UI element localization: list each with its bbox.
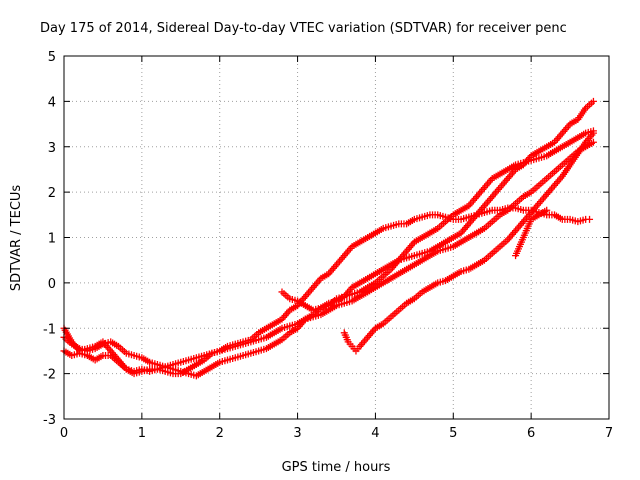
y-tick-label: 4 [48, 95, 56, 110]
grid-lines [64, 56, 609, 419]
y-tick-label: -2 [43, 368, 56, 383]
x-tick-label: 7 [605, 426, 613, 441]
y-tick-label: -1 [43, 322, 56, 337]
axis-ticks: 0 1 2 3 4 5 6 7 -3 -2 -1 0 1 2 3 4 5 [43, 50, 613, 441]
x-tick-label: 6 [527, 426, 535, 441]
data-point [586, 215, 594, 223]
y-tick-label: 0 [48, 277, 56, 292]
series-track-c [60, 138, 597, 371]
series-track-e [278, 127, 597, 314]
y-tick-label: 2 [48, 186, 56, 201]
x-axis-label: GPS time / hours [282, 460, 391, 475]
y-tick-label: 5 [48, 50, 56, 65]
data-point [543, 206, 551, 214]
series-track-d [340, 129, 597, 355]
x-tick-label: 1 [138, 426, 146, 441]
data-point [589, 127, 597, 135]
x-tick-label: 5 [449, 426, 457, 441]
chart-title: Day 175 of 2014, Sidereal Day-to-day VTE… [40, 21, 567, 36]
y-axis-label: SDTVAR / TECUs [9, 185, 24, 292]
data-point [589, 97, 597, 105]
y-tick-label: -3 [43, 413, 56, 428]
data-series-layer [60, 97, 597, 380]
x-tick-label: 0 [60, 426, 68, 441]
x-tick-label: 4 [371, 426, 379, 441]
x-tick-label: 3 [293, 426, 301, 441]
x-tick-label: 2 [216, 426, 224, 441]
y-tick-label: 3 [48, 141, 56, 156]
y-tick-label: 1 [48, 232, 56, 247]
series-track-f [512, 206, 551, 260]
data-point [589, 138, 597, 146]
